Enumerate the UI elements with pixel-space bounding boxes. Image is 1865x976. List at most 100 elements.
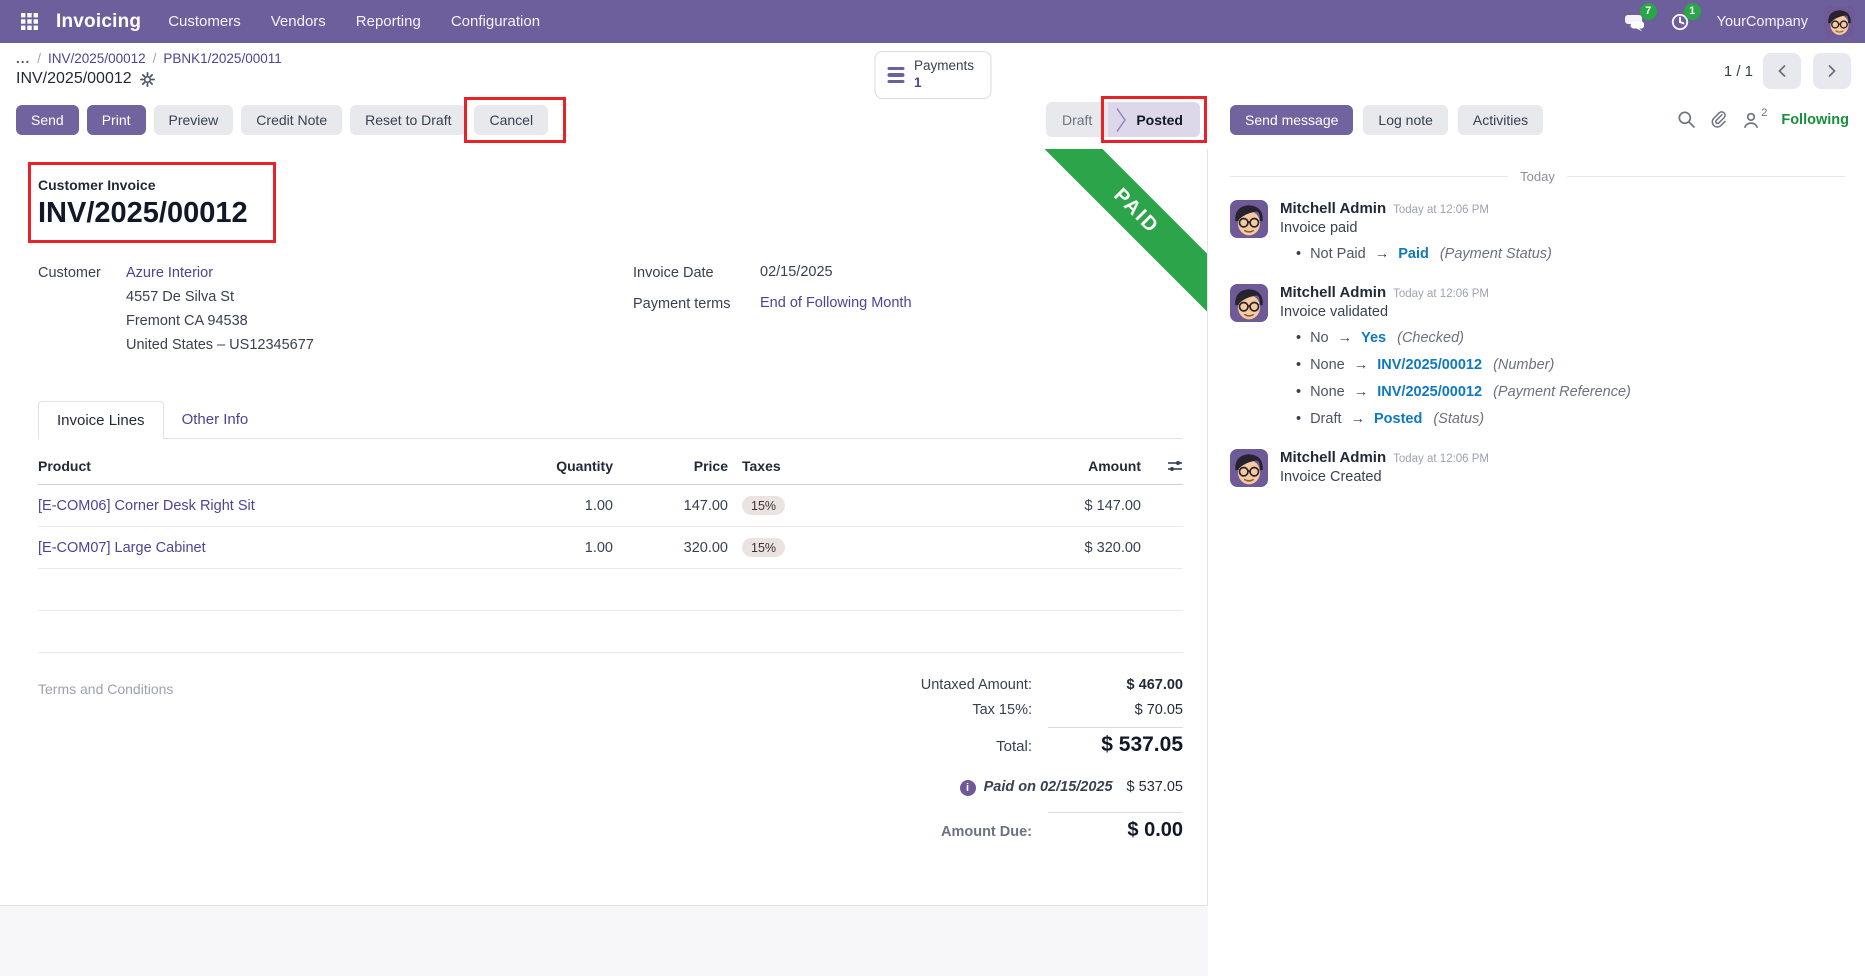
header-quantity[interactable]: Quantity [556, 457, 613, 474]
field-name: (Number) [1493, 357, 1555, 373]
reset-to-draft-button[interactable]: Reset to Draft [350, 104, 467, 135]
invoice-sheet: PAID Customer Invoice INV/2025/00012 Cus… [0, 149, 1208, 906]
price-cell[interactable]: 147.00 [683, 497, 728, 514]
product-link[interactable]: [E-COM07] Large Cabinet [38, 539, 206, 556]
new-value: Posted [1374, 411, 1423, 427]
product-link[interactable]: [E-COM06] Corner Desk Right Sit [38, 497, 255, 514]
tab-other-info[interactable]: Other Info [181, 411, 249, 428]
author-avatar[interactable] [1230, 449, 1268, 487]
send-message-button[interactable]: Send message [1230, 104, 1354, 135]
gear-icon[interactable] [139, 71, 155, 87]
arrow-right-icon: → [1350, 411, 1366, 427]
control-panel: ... / INV/2025/00012 / PBNK1/2025/00011 … [0, 43, 1865, 99]
credit-note-button[interactable]: Credit Note [241, 104, 343, 135]
old-value: No [1310, 330, 1329, 346]
apps-grid-icon[interactable] [10, 0, 48, 43]
price-cell[interactable]: 320.00 [683, 539, 728, 556]
info-icon[interactable]: i [959, 780, 976, 796]
status-draft[interactable]: Draft [1061, 111, 1093, 128]
menu-customers[interactable]: Customers [168, 13, 241, 30]
menu-configuration[interactable]: Configuration [450, 13, 541, 30]
activities-button[interactable]: Activities [1457, 104, 1544, 135]
payments-count: 1 [913, 74, 922, 90]
message-author[interactable]: Mitchell Admin [1280, 200, 1387, 217]
tracking-change: • None → INV/2025/00012 (Payment Referen… [1280, 379, 1845, 406]
user-avatar[interactable] [1824, 6, 1855, 37]
amount-due-value: $ 0.00 [1048, 812, 1183, 842]
invoice-number-title: INV/2025/00012 [38, 197, 248, 229]
header-amount[interactable]: Amount [1088, 457, 1141, 474]
invoice-date-value[interactable]: 02/15/2025 [760, 264, 833, 280]
tab-invoice-lines[interactable]: Invoice Lines [38, 401, 164, 439]
new-value: Yes [1361, 330, 1387, 346]
preview-button[interactable]: Preview [153, 104, 234, 135]
menu-reporting[interactable]: Reporting [355, 13, 421, 30]
untaxed-amount-value: $ 467.00 [1126, 677, 1183, 693]
new-value: Paid [1398, 246, 1429, 262]
app-name[interactable]: Invoicing [56, 10, 142, 32]
cancel-button[interactable]: Cancel [474, 104, 549, 135]
pager: 1 / 1 [1724, 53, 1851, 89]
date-divider: Today [1230, 169, 1845, 184]
chatter-message: Mitchell Admin Today at 12:06 PM Invoice… [1230, 449, 1845, 487]
message-body: Invoice paid [1280, 220, 1358, 236]
message-author[interactable]: Mitchell Admin [1280, 284, 1387, 301]
arrow-right-icon: → [1337, 330, 1353, 346]
field-name: (Checked) [1397, 330, 1465, 346]
old-value: Draft [1310, 411, 1342, 427]
bullet-icon: • [1296, 411, 1302, 427]
activities-clock-icon[interactable]: 1 [1663, 2, 1701, 39]
message-timestamp: Today at 12:06 PM [1393, 288, 1490, 300]
send-button[interactable]: Send [16, 104, 79, 135]
field-name: (Status) [1433, 411, 1485, 427]
table-row[interactable]: [E-COM06] Corner Desk Right Sit 1.00 147… [38, 485, 1183, 527]
messages-icon[interactable]: 7 [1619, 2, 1657, 39]
quantity-cell[interactable]: 1.00 [584, 497, 613, 514]
bullet-icon: • [1296, 330, 1302, 346]
search-messages-button[interactable] [1677, 110, 1696, 129]
breadcrumb-ellipsis[interactable]: ... [16, 51, 31, 66]
breadcrumb-payment-link[interactable]: PBNK1/2025/00011 [163, 51, 282, 66]
bullet-icon: • [1296, 246, 1302, 262]
payment-terms-value[interactable]: End of Following Month [760, 295, 912, 311]
company-name[interactable]: YourCompany [1716, 13, 1808, 30]
print-button[interactable]: Print [86, 104, 146, 135]
followers-button[interactable]: 2 [1742, 107, 1767, 129]
navbar-systray: 7 1 YourCompany [1619, 2, 1855, 39]
chevron-left-icon [1778, 65, 1786, 77]
chatter-message: Mitchell Admin Today at 12:06 PM Invoice… [1230, 200, 1845, 268]
chatter-panel: Today Mitchell Admin Today at 12:06 PM I… [1208, 149, 1865, 976]
header-taxes[interactable]: Taxes [742, 457, 781, 474]
breadcrumb: ... / INV/2025/00012 / PBNK1/2025/00011 [16, 51, 1849, 66]
author-avatar[interactable] [1230, 284, 1268, 322]
optional-columns-icon[interactable] [1167, 459, 1183, 473]
tracking-change: • Draft → Posted (Status) [1280, 406, 1845, 433]
author-avatar[interactable] [1230, 200, 1268, 238]
message-author[interactable]: Mitchell Admin [1280, 449, 1387, 466]
menu-vendors[interactable]: Vendors [270, 13, 326, 30]
customer-link[interactable]: Azure Interior [126, 265, 214, 281]
pager-next-button[interactable] [1813, 53, 1851, 89]
pager-previous-button[interactable] [1763, 53, 1801, 89]
message-body: Invoice validated [1280, 304, 1389, 320]
log-note-button[interactable]: Log note [1363, 104, 1448, 135]
form-background: PAID Customer Invoice INV/2025/00012 Cus… [0, 149, 1208, 976]
breadcrumb-separator: / [152, 51, 157, 66]
following-toggle[interactable]: Following [1781, 111, 1849, 128]
tax-tag: 15% [742, 496, 786, 515]
terms-placeholder[interactable]: Terms and Conditions [38, 681, 174, 697]
paid-amount-value: $ 537.05 [1126, 779, 1183, 795]
header-price[interactable]: Price [693, 457, 728, 474]
old-value: Not Paid [1310, 246, 1366, 262]
status-posted[interactable]: Posted [1108, 102, 1200, 137]
tax-label: Tax 15%: [972, 702, 1032, 718]
quantity-cell[interactable]: 1.00 [584, 539, 613, 556]
tracking-change: • No → Yes (Checked) [1280, 325, 1845, 352]
table-row[interactable]: [E-COM07] Large Cabinet 1.00 320.00 15% … [38, 527, 1183, 569]
attachments-button[interactable] [1710, 110, 1728, 129]
tracking-change: • None → INV/2025/00012 (Number) [1280, 352, 1845, 379]
message-timestamp: Today at 12:06 PM [1393, 204, 1490, 216]
header-product[interactable]: Product [38, 457, 91, 474]
breadcrumb-invoice-link[interactable]: INV/2025/00012 [48, 51, 146, 66]
payments-stat-button[interactable]: Payments 1 [873, 51, 992, 99]
